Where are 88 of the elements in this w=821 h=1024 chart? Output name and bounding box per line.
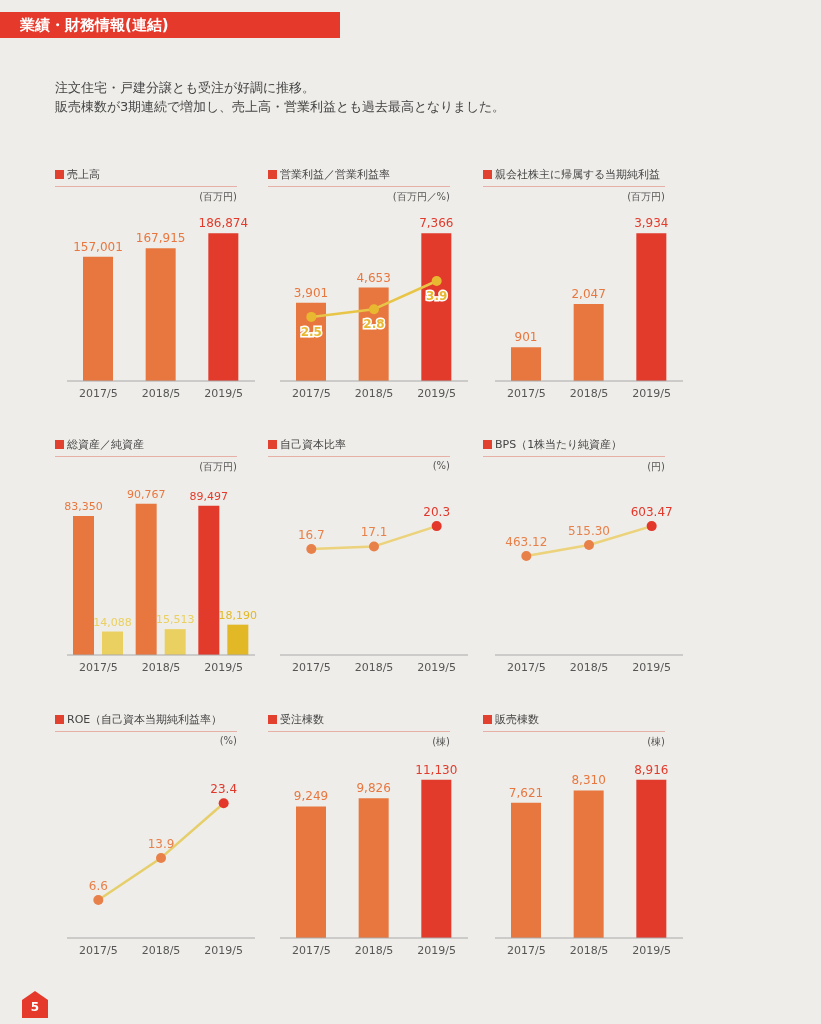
data-label: 157,001: [73, 239, 123, 254]
x-tick-label: 2018/5: [354, 386, 394, 400]
y-axis-title: (棟): [646, 735, 665, 748]
data-label: 3,934: [634, 216, 669, 231]
x-tick-label: 2019/5: [204, 660, 244, 674]
x-tick-label: 2019/5: [417, 943, 457, 957]
x-tick-label: 2018/5: [569, 386, 609, 400]
x-tick-label: 2017/5: [291, 943, 331, 957]
data-label: 13.9: [147, 836, 175, 851]
data-label: 2.5: [300, 324, 322, 339]
chart-title: 総資産／純資産: [67, 437, 144, 452]
data-label: 3,901: [293, 285, 329, 300]
x-tick-label: 2019/5: [632, 386, 672, 400]
data-label: 515.30: [568, 523, 610, 538]
y-axis-title: (%): [431, 460, 450, 473]
data-label: 186,874: [198, 216, 249, 231]
x-tick-label: 2019/5: [204, 386, 244, 400]
y-axis-title: (百万円): [626, 190, 665, 203]
chart-title: BPS（1株当たり純資産）: [495, 437, 623, 452]
data-label: 83,350: [64, 500, 103, 514]
bar: [102, 631, 123, 655]
data-label: 6.6: [88, 878, 108, 893]
chart-title: 売上高: [67, 167, 100, 182]
chart-title: 親会社株主に帰属する当期純利益: [495, 167, 660, 182]
data-label: 8,916: [634, 762, 669, 777]
x-tick-label: 2017/5: [506, 660, 546, 674]
x-tick-label: 2018/5: [569, 660, 609, 674]
chart-title: 受注棟数: [280, 712, 324, 727]
data-label: 11,130: [415, 762, 458, 777]
text: 販売棟数が3期連続で増加し、売上高・営業利益とも過去最高となりました。: [55, 98, 507, 116]
x-tick-label: 2017/5: [291, 660, 331, 674]
data-label: 901: [514, 330, 538, 345]
y-axis-title: (円): [646, 460, 665, 473]
y-axis-title: (棟): [431, 735, 450, 748]
data-label: 17.1: [360, 525, 388, 540]
x-tick-label: 2018/5: [354, 660, 394, 674]
x-tick-label: 2019/5: [417, 660, 457, 674]
text: 注文住宅・戸建分譲とも受注が好調に推移。: [55, 79, 316, 97]
y-axis-title: (百万円): [198, 460, 237, 473]
x-tick-label: 2018/5: [141, 660, 181, 674]
x-tick-label: 2017/5: [506, 386, 546, 400]
data-label: 7,366: [419, 216, 454, 231]
chart-title: ROE（自己資本当期純利益率）: [67, 712, 223, 727]
text: 5: [29, 1000, 41, 1014]
bar: [164, 629, 186, 655]
data-label: 2,047: [571, 287, 606, 302]
x-tick-label: 2019/5: [204, 943, 244, 957]
x-tick-label: 2017/5: [78, 943, 118, 957]
chart-title: 自己資本比率: [280, 437, 346, 452]
bar: [198, 505, 220, 655]
x-tick-label: 2019/5: [632, 943, 672, 957]
data-label: 2.8: [363, 317, 385, 332]
data-label: 463.12: [505, 535, 548, 550]
data-label: 8,310: [571, 773, 606, 788]
data-label: 4,653: [356, 270, 391, 285]
x-tick-label: 2017/5: [291, 386, 331, 400]
bar: [73, 516, 94, 655]
data-label: 89,497: [189, 489, 229, 503]
data-label: 167,915: [135, 231, 186, 246]
chart-title: 営業利益／営業利益率: [280, 167, 390, 182]
data-label: 7,621: [508, 785, 544, 800]
x-tick-label: 2017/5: [506, 943, 546, 957]
x-tick-label: 2017/5: [78, 386, 118, 400]
data-label: 90,767: [126, 487, 166, 501]
y-axis-title: (%): [218, 735, 237, 748]
x-tick-label: 2019/5: [632, 660, 672, 674]
data-label: 603.47: [630, 505, 673, 520]
data-label: 15,513: [155, 613, 195, 627]
x-tick-label: 2018/5: [141, 386, 181, 400]
bar: [135, 503, 157, 655]
chart-title: 販売棟数: [495, 712, 539, 727]
data-label: 20.3: [423, 505, 451, 520]
data-label: 14,088: [93, 615, 132, 629]
x-tick-label: 2018/5: [141, 943, 181, 957]
text: 業績・財務情報(連結): [0, 12, 340, 38]
x-tick-label: 2019/5: [417, 386, 457, 400]
data-label: 9,249: [293, 789, 329, 804]
data-label: 16.7: [297, 527, 325, 542]
data-label: 3.9: [426, 289, 448, 303]
data-label: 9,826: [356, 781, 391, 796]
x-tick-label: 2017/5: [78, 660, 118, 674]
x-tick-label: 2018/5: [354, 943, 394, 957]
data-label: 18,190: [218, 608, 258, 622]
y-axis-title: (百万円／%): [391, 190, 450, 203]
data-label: 23.4: [210, 782, 238, 797]
bar: [227, 624, 249, 655]
x-tick-label: 2018/5: [569, 943, 609, 957]
y-axis-title: (百万円): [198, 190, 237, 203]
